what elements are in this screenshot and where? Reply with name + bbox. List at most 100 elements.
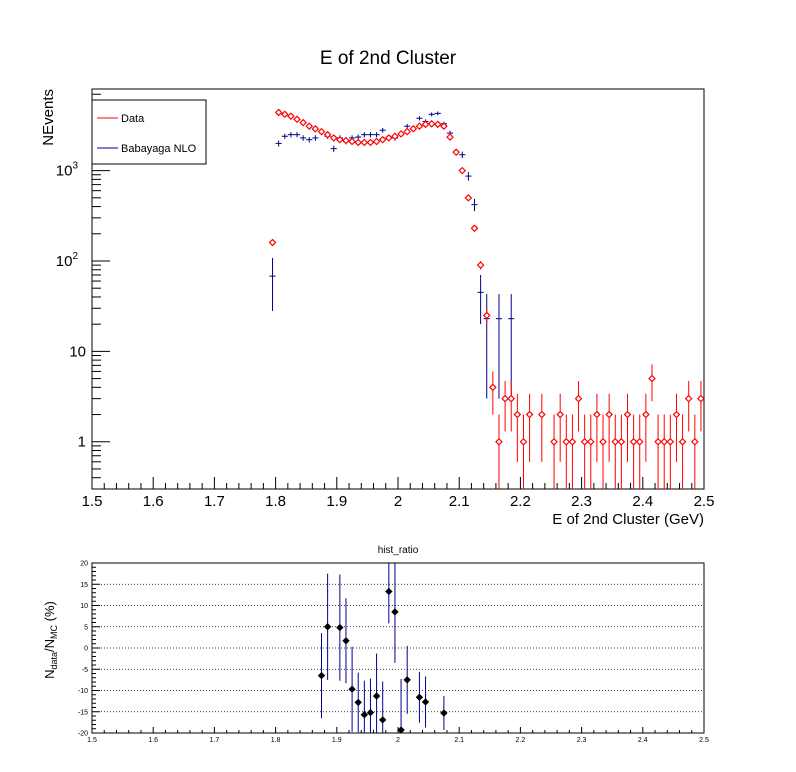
diamond-marker: [629, 437, 638, 446]
ratio-x-tick-label: 2.5: [699, 737, 709, 744]
data-point: [525, 393, 534, 462]
data-point: [574, 381, 583, 432]
diamond-marker: [562, 437, 571, 446]
diamond-marker: [617, 437, 626, 446]
data-point: [599, 414, 607, 489]
ratio-chart-title: hist_ratio: [378, 545, 419, 556]
diamond-marker: [476, 261, 485, 269]
diamond-marker: [274, 108, 283, 117]
ratio-point: [415, 671, 424, 723]
diamond-marker: [672, 410, 681, 419]
ratio-y-axis-label: Ndata/NMC (%): [42, 601, 59, 679]
data-point: [507, 381, 516, 432]
diamond-marker: [623, 410, 632, 419]
data-point: [519, 414, 528, 489]
data-point: [275, 140, 282, 147]
data-point: [391, 132, 399, 141]
data-point: [684, 381, 693, 432]
data-point: [311, 124, 320, 133]
diamond-marker: [354, 138, 363, 147]
data-point: [409, 124, 418, 133]
data-point: [495, 414, 503, 489]
diamond-marker: [574, 394, 583, 403]
data-point: [421, 120, 430, 129]
data-point: [378, 135, 387, 144]
ratio-point: [372, 653, 381, 733]
main-series-layer: [268, 108, 705, 489]
data-point: [580, 414, 589, 489]
diamond-marker: [556, 410, 565, 419]
diamond-marker: [648, 374, 656, 383]
data-point: [458, 166, 467, 175]
ratio-diamond-marker: [366, 708, 375, 717]
ratio-diamond-marker: [397, 726, 405, 733]
ratio-point: [342, 598, 350, 684]
diamond-marker: [348, 137, 356, 146]
ratio-point: [354, 672, 362, 733]
main-x-tick-label: 1.7: [204, 493, 225, 510]
legend-box: [91, 99, 207, 165]
data-point: [697, 381, 705, 432]
ratio-diamond-marker: [391, 608, 399, 616]
ratio-y-tick-label: 15: [80, 582, 88, 589]
data-point: [367, 132, 374, 138]
data-point: [459, 151, 466, 159]
diamond-marker: [605, 410, 613, 419]
data-point: [440, 122, 448, 131]
ratio-diamond-marker: [348, 685, 356, 693]
data-point: [300, 135, 307, 141]
series-babayaga-nlo: [269, 111, 515, 399]
ratio-diamond-marker: [354, 698, 362, 707]
ratio-diamond-marker: [385, 587, 393, 596]
data-point: [489, 371, 497, 415]
diamond-marker: [660, 437, 669, 446]
ratio-x-tick-label: 1.5: [87, 737, 97, 744]
ratio-point: [323, 573, 332, 680]
main-x-axis: 1.5 1.6 1.7 1.8 1.9 2 2.1 2.2 2.3 2.4 2.5: [82, 477, 714, 510]
main-x-tick-label: 2.4: [632, 493, 653, 510]
ratio-y-tick-label: -10: [78, 688, 88, 695]
data-point: [495, 294, 503, 399]
diamond-marker: [311, 124, 320, 133]
ratio-x-tick-label: 1.6: [148, 737, 158, 744]
ratio-x-tick-label: 1.9: [332, 737, 342, 744]
data-point: [605, 393, 613, 462]
data-point: [372, 137, 381, 146]
ratio-diamond-marker: [360, 711, 369, 719]
ratio-diamond-marker: [323, 623, 332, 631]
ratio-x-tick-label: 1.7: [210, 737, 220, 744]
diamond-marker: [458, 166, 467, 175]
diamond-marker: [305, 122, 314, 131]
diamond-marker: [372, 137, 381, 146]
data-point: [360, 138, 369, 147]
data-point: [556, 393, 565, 462]
diamond-marker: [293, 115, 301, 124]
ratio-point: [348, 646, 356, 732]
data-point: [280, 110, 289, 119]
data-point: [617, 414, 626, 489]
data-point: [464, 193, 473, 202]
diamond-marker: [391, 132, 399, 141]
diamond-marker: [287, 112, 295, 121]
main-y-tick-label: 10: [69, 343, 86, 360]
ratio-diamond-marker: [415, 693, 424, 702]
data-point: [306, 137, 313, 143]
ratio-diamond-marker: [372, 692, 381, 700]
main-x-tick-label: 1.5: [82, 493, 103, 510]
data-point: [635, 414, 644, 489]
ratio-point: [421, 676, 430, 728]
ratio-diamond-marker: [440, 709, 448, 717]
diamond-marker: [342, 136, 350, 145]
data-point: [550, 414, 558, 489]
ratio-y-tick-label: 20: [80, 561, 88, 568]
series-data: [268, 108, 705, 489]
data-point: [428, 112, 435, 117]
main-x-tick-label: 2: [394, 493, 402, 510]
data-point: [611, 414, 620, 489]
diamond-marker: [513, 410, 522, 419]
data-point: [415, 122, 424, 131]
data-point: [537, 393, 546, 462]
ratio-x-tick-label: 2.1: [454, 737, 464, 744]
ratio-point: [336, 574, 344, 681]
